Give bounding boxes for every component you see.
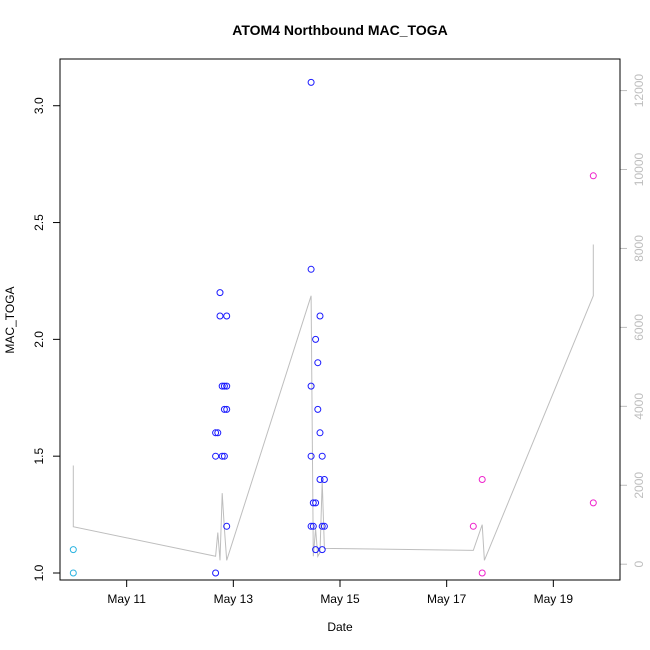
data-point (218, 382, 226, 390)
y-axis-right: 0 2000 4000 6000 8000 10000 12000 (620, 74, 646, 568)
data-point (69, 546, 77, 554)
x-axis: May 11 May 13 May 15 May 17 May 19 (107, 580, 573, 606)
secondary-series-line (72, 244, 594, 561)
data-point (469, 522, 477, 530)
x-tick-label: May 19 (534, 592, 574, 606)
plot-frame (59, 58, 621, 581)
data-point (214, 429, 222, 437)
data-point (212, 452, 220, 460)
data-point (478, 569, 486, 577)
data-point (316, 312, 324, 320)
y2-tick-label: 0 (632, 561, 646, 568)
data-point (216, 289, 224, 297)
data-point (312, 499, 320, 507)
data-point (318, 546, 326, 554)
data-point (316, 429, 324, 437)
data-point (320, 522, 328, 530)
data-point (318, 522, 326, 530)
y-tick-label: 2.5 (32, 214, 46, 231)
x-tick-label: May 17 (427, 592, 467, 606)
x-tick-label: May 15 (320, 592, 360, 606)
data-point (223, 382, 231, 390)
data-point (212, 429, 220, 437)
data-point (223, 522, 231, 530)
data-point (223, 312, 231, 320)
data-point (220, 382, 228, 390)
y-tick-label: 2.0 (32, 331, 46, 348)
points-layer (69, 78, 597, 577)
y-axis: 1.0 1.5 2.0 2.5 3.0 (32, 97, 60, 581)
data-point (316, 476, 324, 483)
data-point (307, 78, 315, 86)
y2-tick-label: 12000 (632, 74, 646, 108)
secondary-line-layer (72, 244, 594, 561)
data-point (312, 546, 320, 554)
data-point (307, 382, 315, 390)
data-point (307, 265, 315, 273)
data-point (218, 452, 226, 460)
data-point (314, 359, 322, 367)
data-point (223, 405, 231, 413)
y2-tick-label: 8000 (632, 235, 646, 262)
data-point (320, 476, 328, 483)
y-tick-label: 3.0 (32, 97, 46, 114)
data-point (69, 569, 77, 577)
data-point (307, 452, 315, 460)
data-point (220, 452, 228, 460)
y-tick-label: 1.5 (32, 448, 46, 465)
x-tick-label: May 13 (214, 592, 254, 606)
chart-title: ATOM4 Northbound MAC_TOGA (232, 22, 447, 38)
data-point (314, 405, 322, 413)
data-point (212, 569, 220, 577)
data-point (318, 452, 326, 460)
y-tick-label: 1.0 (32, 564, 46, 581)
data-point (307, 522, 315, 530)
data-point (309, 499, 317, 507)
data-point (312, 335, 320, 343)
data-point (220, 405, 228, 413)
data-point (589, 499, 597, 507)
x-axis-label: Date (327, 620, 353, 634)
y-axis-label: MAC_TOGA (3, 286, 17, 353)
data-point (589, 172, 597, 180)
y2-tick-label: 4000 (632, 393, 646, 420)
data-point (478, 476, 486, 483)
x-tick-label: May 11 (107, 592, 146, 606)
y2-tick-label: 2000 (632, 472, 646, 499)
y2-tick-label: 6000 (632, 314, 646, 341)
data-point (216, 312, 224, 320)
data-point (309, 522, 317, 530)
y2-tick-label: 10000 (632, 153, 646, 187)
